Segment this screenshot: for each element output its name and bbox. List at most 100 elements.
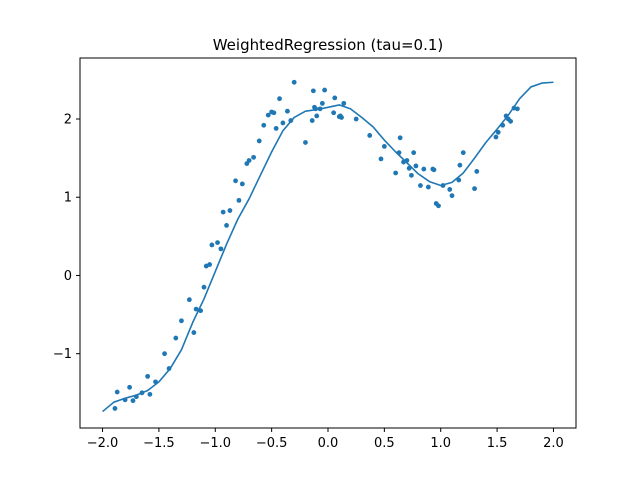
data-point xyxy=(472,186,477,192)
data-point xyxy=(331,110,337,116)
data-point xyxy=(418,183,423,188)
x-tick-label: 2.0 xyxy=(543,436,564,451)
data-point xyxy=(303,140,308,145)
data-point xyxy=(339,115,344,120)
data-point xyxy=(224,223,229,228)
data-point xyxy=(440,183,446,188)
data-point xyxy=(285,108,290,114)
data-point xyxy=(508,118,514,124)
data-point xyxy=(409,172,414,178)
data-point xyxy=(431,167,437,173)
data-point xyxy=(309,118,315,123)
data-point xyxy=(139,390,145,396)
data-point xyxy=(147,391,153,397)
data-point xyxy=(280,120,286,126)
data-point xyxy=(166,366,172,371)
data-point xyxy=(173,335,179,341)
data-point xyxy=(411,150,417,156)
data-point xyxy=(317,106,323,112)
data-point xyxy=(207,262,213,267)
plot-area xyxy=(102,79,554,413)
data-point xyxy=(406,165,412,171)
data-point xyxy=(198,308,204,314)
data-point xyxy=(209,242,215,248)
data-point xyxy=(404,158,410,163)
data-point xyxy=(341,100,347,106)
data-point xyxy=(227,208,233,213)
data-point xyxy=(353,116,359,122)
data-point xyxy=(179,318,184,324)
data-point xyxy=(218,246,224,252)
data-point xyxy=(191,330,197,335)
data-point xyxy=(122,397,128,403)
x-tick-label: 0.0 xyxy=(318,436,339,451)
data-point xyxy=(500,122,506,128)
data-point xyxy=(127,384,132,390)
data-point xyxy=(145,373,151,379)
data-point xyxy=(112,406,118,411)
data-point xyxy=(186,297,192,303)
data-point xyxy=(425,184,431,190)
data-point xyxy=(310,88,316,94)
data-point xyxy=(456,177,462,183)
data-point xyxy=(322,87,328,93)
data-point xyxy=(332,95,338,101)
data-point xyxy=(288,118,294,123)
plot-content xyxy=(102,79,554,413)
data-point xyxy=(367,133,373,138)
data-point xyxy=(193,306,199,312)
data-point xyxy=(162,351,167,357)
data-point xyxy=(277,96,282,102)
data-point xyxy=(239,181,245,187)
x-tick-label: 1.0 xyxy=(430,436,451,451)
data-point xyxy=(319,100,325,106)
y-tick-label: 2 xyxy=(64,113,72,128)
data-point xyxy=(201,284,207,290)
x-tick-label: 0.5 xyxy=(374,436,395,451)
y-tick-label: 1 xyxy=(64,191,72,206)
data-point xyxy=(457,162,463,168)
data-point xyxy=(495,129,501,135)
data-point xyxy=(246,158,252,163)
data-point xyxy=(153,379,158,385)
chart-title: WeightedRegression (tau=0.1) xyxy=(213,36,444,54)
x-tick-label: −1.5 xyxy=(143,436,175,451)
data-point xyxy=(447,187,453,192)
data-point xyxy=(421,166,427,172)
data-point xyxy=(396,150,402,156)
y-tick-label: 0 xyxy=(64,269,72,284)
data-point xyxy=(449,193,455,199)
data-point xyxy=(133,394,139,400)
data-point xyxy=(314,113,320,119)
data-point xyxy=(378,156,384,162)
data-point xyxy=(413,163,419,169)
x-tick-label: −0.5 xyxy=(256,436,288,451)
data-point xyxy=(273,125,279,131)
data-point xyxy=(220,209,226,215)
data-point xyxy=(265,112,271,118)
data-point xyxy=(233,178,238,184)
data-point xyxy=(215,240,220,246)
regression-line xyxy=(102,81,554,413)
data-point xyxy=(397,135,403,141)
data-point xyxy=(236,197,242,203)
data-point xyxy=(251,154,256,160)
data-point xyxy=(460,150,466,156)
x-tick-label: 1.5 xyxy=(487,436,508,451)
x-tick-label: −2.0 xyxy=(87,436,119,451)
data-point xyxy=(256,138,262,144)
data-point xyxy=(271,110,277,116)
x-tick-label: −1.0 xyxy=(199,436,231,451)
data-point xyxy=(130,398,136,404)
data-point xyxy=(474,169,480,174)
y-axis: −1 0 1 2 xyxy=(53,113,80,362)
data-point xyxy=(313,106,318,112)
data-point xyxy=(393,170,399,176)
data-point xyxy=(114,389,120,395)
data-point xyxy=(291,79,297,85)
data-point xyxy=(261,122,267,128)
data-point xyxy=(493,134,499,140)
y-tick-label: −1 xyxy=(53,347,72,362)
data-point xyxy=(436,203,441,209)
